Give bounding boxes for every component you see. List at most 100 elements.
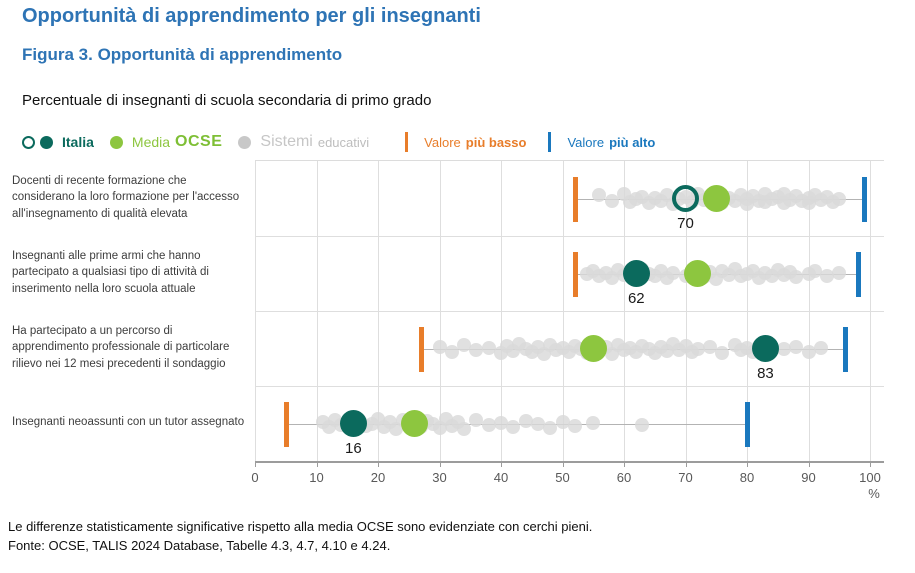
figure-subtitle: Percentuale di insegnanti di scuola seco…: [22, 92, 432, 109]
x-tick-label: 100: [859, 470, 881, 485]
x-axis-tick: [378, 462, 379, 467]
italia-marker: [622, 260, 650, 287]
system-dot: [530, 416, 545, 431]
x-axis-tick: [870, 462, 871, 467]
italia-marker: [751, 335, 779, 362]
figure-chart: 70 62 83 16 Docenti di recente formazione c…: [0, 160, 915, 505]
chart-legend: Italia Media OCSE Sistemi educativi Valo…: [22, 129, 655, 155]
x-axis-tick: [501, 462, 502, 467]
italia-marker: [339, 410, 367, 437]
percent-unit-label: %: [868, 486, 880, 501]
highest-value-marker: [745, 401, 750, 447]
x-axis-tick: [624, 462, 625, 467]
system-dot: [555, 414, 570, 429]
x-tick-label: 70: [678, 470, 693, 485]
lowest-value-marker: [419, 326, 425, 372]
system-dot: [457, 337, 472, 352]
highest-value-marker: [855, 251, 861, 297]
system-dot: [586, 415, 601, 430]
system-dot: [592, 187, 607, 202]
page-title: Opportunità di apprendimento per gli ins…: [22, 5, 481, 27]
row-label: Insegnanti neoassunti con un tutor asseg…: [12, 416, 245, 429]
highest-value-bar-icon: [548, 132, 552, 152]
x-axis-tick: [685, 462, 687, 467]
system-dot: [666, 265, 681, 280]
italia-filled-circle-icon: [40, 135, 53, 149]
grid-line-horizontal: [255, 311, 884, 312]
media-ocse-marker: [579, 335, 607, 362]
system-dot: [801, 344, 816, 359]
system-dot: [481, 340, 496, 355]
system-dot: [703, 339, 718, 354]
system-dot: [635, 417, 650, 432]
grid-line-horizontal: [255, 236, 884, 237]
row-label: Ha partecipato a un percorso di apprendi…: [12, 325, 230, 370]
legend-highest-bold: più alto: [609, 134, 656, 150]
system-dot: [444, 344, 459, 359]
system-dot: [506, 419, 521, 434]
system-dot: [715, 345, 730, 360]
system-dot: [604, 193, 619, 208]
italia-value-label: 83: [757, 364, 774, 382]
legend-media-label: Media: [131, 134, 171, 150]
media-ocse-marker: [702, 185, 730, 212]
media-ocse-marker: [684, 260, 712, 287]
system-dot: [481, 417, 496, 432]
lowest-value-marker: [283, 401, 289, 447]
system-dot: [469, 342, 484, 357]
x-tick-label: 10: [309, 470, 324, 485]
italia-value-label: 16: [345, 439, 362, 457]
media-ocse-circle-icon: [109, 135, 123, 149]
system-dot: [469, 412, 484, 427]
italia-value-label: 70: [677, 214, 694, 232]
lowest-value-bar-icon: [405, 132, 409, 152]
legend-sistemi-label: Sistemi: [260, 133, 313, 150]
system-dot: [518, 413, 533, 428]
lowest-value-marker: [572, 176, 578, 222]
system-dot: [789, 339, 804, 354]
system-dot: [819, 268, 834, 283]
system-dot: [832, 265, 847, 280]
grid-line-horizontal: [255, 386, 884, 387]
x-axis-tick: [316, 462, 318, 467]
x-tick-label: 90: [801, 470, 816, 485]
system-dot: [567, 418, 582, 433]
x-tick-label: 60: [616, 470, 632, 485]
x-tick-label: 30: [432, 470, 447, 485]
x-axis-tick: [439, 462, 441, 467]
figure-title: Figura 3. Opportunità di apprendimento: [22, 45, 343, 64]
italia-marker: [672, 185, 699, 212]
x-tick-label: 80: [739, 470, 755, 485]
x-tick-label: 20: [370, 470, 386, 485]
x-axis-tick: [562, 462, 564, 467]
x-tick-label: 40: [493, 470, 509, 485]
sistemi-circle-icon: [238, 135, 252, 149]
x-tick-label: 50: [555, 470, 570, 485]
system-dot: [776, 341, 791, 356]
x-axis-tick: [808, 462, 810, 467]
legend-ocse-label: OCSE: [175, 133, 223, 150]
legend-italia-label: Italia: [62, 134, 94, 150]
row-label: Insegnanti alle prime armi che hanno par…: [12, 250, 209, 295]
media-ocse-marker: [401, 410, 429, 437]
highest-value-marker: [861, 176, 867, 222]
significance-note: Le differenze statisticamente significat…: [8, 519, 593, 534]
plot-area: 70 62 83 16: [255, 160, 884, 463]
legend-lowest-prefix: Valore: [424, 134, 461, 150]
legend-educativi-label: educativi: [317, 134, 370, 150]
system-dot: [690, 341, 705, 356]
italia-value-label: 62: [627, 289, 645, 307]
system-dot: [813, 340, 828, 355]
system-dot: [543, 420, 558, 435]
lowest-value-marker: [572, 251, 578, 297]
system-dot: [832, 191, 847, 206]
italia-open-circle-icon: [22, 135, 35, 149]
row-label: Docenti di recente formazione che consid…: [12, 175, 240, 220]
system-dot: [432, 339, 447, 354]
legend-highest-prefix: Valore: [567, 134, 605, 150]
system-dot: [457, 421, 472, 436]
x-axis-tick: [255, 462, 256, 467]
system-dot: [807, 263, 822, 278]
system-dot: [789, 269, 804, 284]
